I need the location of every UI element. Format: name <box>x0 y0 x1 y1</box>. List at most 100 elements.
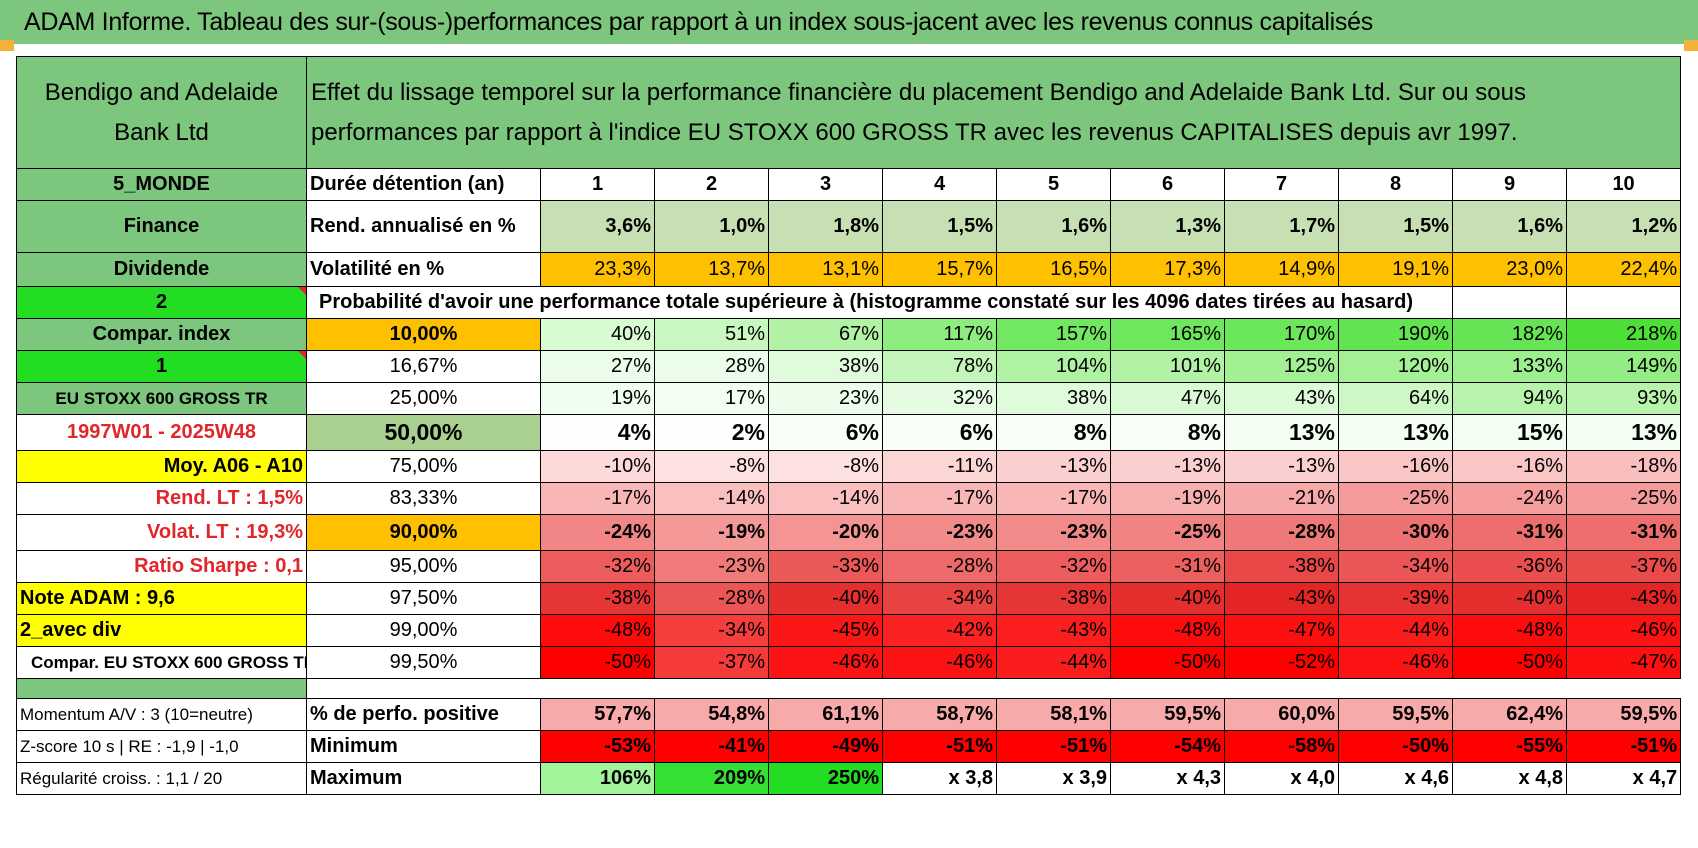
value-cell: 62,4% <box>1452 698 1567 731</box>
value-cell: -38% <box>540 582 655 615</box>
row-side-label: Régularité croiss. : 1,1 / 20 <box>16 762 307 795</box>
value-cell: 13,1% <box>768 252 883 287</box>
value-cell: -50% <box>1452 646 1567 679</box>
row-side-label: Compar. index <box>16 318 307 351</box>
value-cell: -50% <box>540 646 655 679</box>
row-side-label: Momentum A/V : 3 (10=neutre) <box>16 698 307 731</box>
corner-marker-right <box>1684 40 1698 51</box>
row-side-label: 5_MONDE <box>16 168 307 201</box>
value-cell: -25% <box>1565 482 1682 515</box>
row-label: 99,50% <box>306 646 541 679</box>
row-side-label: Finance <box>16 200 307 253</box>
value-cell: 94% <box>1452 382 1567 415</box>
row-label: Volatilité en % <box>306 252 541 287</box>
value-cell: -40% <box>768 582 883 615</box>
row-label: Rend. annualisé en % <box>306 200 541 253</box>
value-cell: -25% <box>1110 514 1225 551</box>
value-cell: 1,5% <box>1338 200 1453 253</box>
value-cell: -13% <box>1224 450 1339 483</box>
value-cell: 1,5% <box>882 200 997 253</box>
value-cell: 8% <box>996 414 1111 451</box>
row-side-label: Volat. LT : 19,3% <box>16 514 307 551</box>
value-cell: 23% <box>768 382 883 415</box>
value-cell: -16% <box>1338 450 1453 483</box>
value-cell: -25% <box>1338 482 1453 515</box>
value-cell: -20% <box>768 514 883 551</box>
value-cell: 54,8% <box>654 698 769 731</box>
spacer-row <box>16 678 1681 699</box>
value-cell: -11% <box>882 450 997 483</box>
value-cell: -48% <box>1452 614 1567 647</box>
value-cell: 58,1% <box>996 698 1111 731</box>
value-cell: 250% <box>768 762 883 795</box>
value-cell: -17% <box>882 482 997 515</box>
value-cell: 125% <box>1224 350 1339 383</box>
report-title: ADAM Informe. Tableau des sur-(sous-)per… <box>0 0 1698 44</box>
value-cell: 40% <box>540 318 655 351</box>
value-cell: 1,8% <box>768 200 883 253</box>
value-cell: 16,5% <box>996 252 1111 287</box>
value-cell: 10 <box>1565 168 1682 201</box>
row-side-label: Ratio Sharpe : 0,1 <box>16 550 307 583</box>
row-label: 25,00% <box>306 382 541 415</box>
value-cell: x 3,8 <box>882 762 997 795</box>
value-cell: x 4,0 <box>1224 762 1339 795</box>
value-cell: -17% <box>996 482 1111 515</box>
header-row: Bendigo and Adelaide Bank Ltd Effet du l… <box>16 56 1682 169</box>
value-cell: -8% <box>768 450 883 483</box>
value-cell: 51% <box>654 318 769 351</box>
value-cell: -50% <box>1338 730 1453 763</box>
description-text: Effet du lissage temporel sur la perform… <box>311 78 1526 146</box>
value-cell: 165% <box>1110 318 1225 351</box>
value-cell: -50% <box>1110 646 1225 679</box>
row-label: Maximum <box>306 762 541 795</box>
value-cell: 209% <box>654 762 769 795</box>
table-row: Compar. EU STOXX 600 GROSS TR 99,50% -50% -… <box>16 646 1682 679</box>
value-cell: 133% <box>1452 350 1567 383</box>
value-cell: 149% <box>1565 350 1682 383</box>
value-cell: -21% <box>1224 482 1339 515</box>
value-cell: -19% <box>1110 482 1225 515</box>
value-cell: -16% <box>1452 450 1567 483</box>
value-cell: -51% <box>996 730 1111 763</box>
value-cell: -53% <box>540 730 655 763</box>
value-cell: 117% <box>882 318 997 351</box>
row-side-label: Compar. EU STOXX 600 GROSS TR <box>16 646 307 679</box>
value-cell: 3 <box>768 168 883 201</box>
value-cell: 6% <box>882 414 997 451</box>
value-cell: -41% <box>654 730 769 763</box>
value-cell: 93% <box>1565 382 1682 415</box>
value-cell: -31% <box>1565 514 1682 551</box>
table-row: Ratio Sharpe : 0,1 95,00% -32% -23% -33% -28%… <box>16 550 1682 583</box>
table-row: 2_avec div 99,00% -48% -34% -45% -42% -43% -48%… <box>16 614 1682 647</box>
row-side-label: 1997W01 - 2025W48 <box>16 414 307 451</box>
value-cell: -54% <box>1110 730 1225 763</box>
value-cell: 38% <box>768 350 883 383</box>
table-row: 1997W01 - 2025W48 50,00% 4% 2% 6% 6% 8% 8% 13% 13… <box>16 414 1682 451</box>
value-cell: 28% <box>654 350 769 383</box>
value-cell: -31% <box>1452 514 1567 551</box>
value-cell: -47% <box>1224 614 1339 647</box>
table-row: Note ADAM : 9,6 97,50% -38% -28% -40% -34% -38… <box>16 582 1682 615</box>
value-cell: 170% <box>1224 318 1339 351</box>
table-row: 5_MONDE Durée détention (an) 1 2 3 4 5 6 7 8 9 10 <box>16 168 1682 201</box>
value-cell: 1,0% <box>654 200 769 253</box>
asset-name: Bendigo and Adelaide Bank Ltd <box>44 78 279 146</box>
value-cell: 15% <box>1452 414 1567 451</box>
row-side-label: Rend. LT : 1,5% <box>16 482 307 515</box>
value-cell: -37% <box>654 646 769 679</box>
value-cell: -47% <box>1565 646 1682 679</box>
value-cell: 106% <box>540 762 655 795</box>
value-cell: 22,4% <box>1565 252 1682 287</box>
table-row: Momentum A/V : 3 (10=neutre)% de perfo. … <box>16 698 1682 731</box>
row-label: 95,00% <box>306 550 541 583</box>
value-cell: 13,7% <box>654 252 769 287</box>
row-label: 10,00% <box>306 318 541 351</box>
value-cell: -28% <box>654 582 769 615</box>
value-cell: -52% <box>1224 646 1339 679</box>
value-cell: -13% <box>996 450 1111 483</box>
value-cell: 57,7% <box>540 698 655 731</box>
value-cell: 1,7% <box>1224 200 1339 253</box>
value-cell: 32% <box>882 382 997 415</box>
value-cell: 38% <box>996 382 1111 415</box>
